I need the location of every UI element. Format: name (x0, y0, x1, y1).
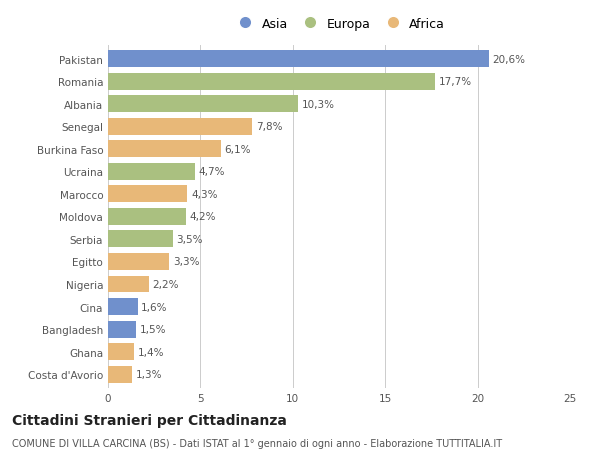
Text: 7,8%: 7,8% (256, 122, 283, 132)
Bar (108, 366, 132, 383)
Bar (108, 276, 149, 293)
Bar (108, 163, 195, 180)
Text: 6,1%: 6,1% (224, 145, 251, 154)
Bar (108, 253, 169, 270)
Bar (108, 118, 252, 135)
Bar (108, 73, 435, 90)
Text: 2,2%: 2,2% (152, 280, 179, 289)
Bar (108, 231, 173, 248)
Text: 1,5%: 1,5% (139, 325, 166, 334)
Text: 20,6%: 20,6% (493, 55, 526, 64)
Bar (108, 186, 187, 203)
Bar (108, 51, 488, 68)
Text: 4,3%: 4,3% (191, 190, 218, 199)
Text: Cittadini Stranieri per Cittadinanza: Cittadini Stranieri per Cittadinanza (12, 413, 287, 427)
Text: 4,2%: 4,2% (190, 212, 216, 222)
Text: COMUNE DI VILLA CARCINA (BS) - Dati ISTAT al 1° gennaio di ogni anno - Elaborazi: COMUNE DI VILLA CARCINA (BS) - Dati ISTA… (12, 438, 502, 448)
Bar (108, 321, 136, 338)
Text: 3,3%: 3,3% (173, 257, 199, 267)
Bar (108, 343, 134, 360)
Bar (108, 96, 298, 113)
Text: 1,6%: 1,6% (141, 302, 168, 312)
Bar (108, 298, 137, 315)
Text: 1,4%: 1,4% (137, 347, 164, 357)
Legend: Asia, Europa, Africa: Asia, Europa, Africa (228, 13, 450, 36)
Text: 4,7%: 4,7% (199, 167, 225, 177)
Bar (108, 141, 221, 158)
Text: 10,3%: 10,3% (302, 100, 335, 109)
Text: 3,5%: 3,5% (176, 235, 203, 244)
Text: 17,7%: 17,7% (439, 77, 472, 87)
Bar (108, 208, 185, 225)
Text: 1,3%: 1,3% (136, 369, 162, 379)
